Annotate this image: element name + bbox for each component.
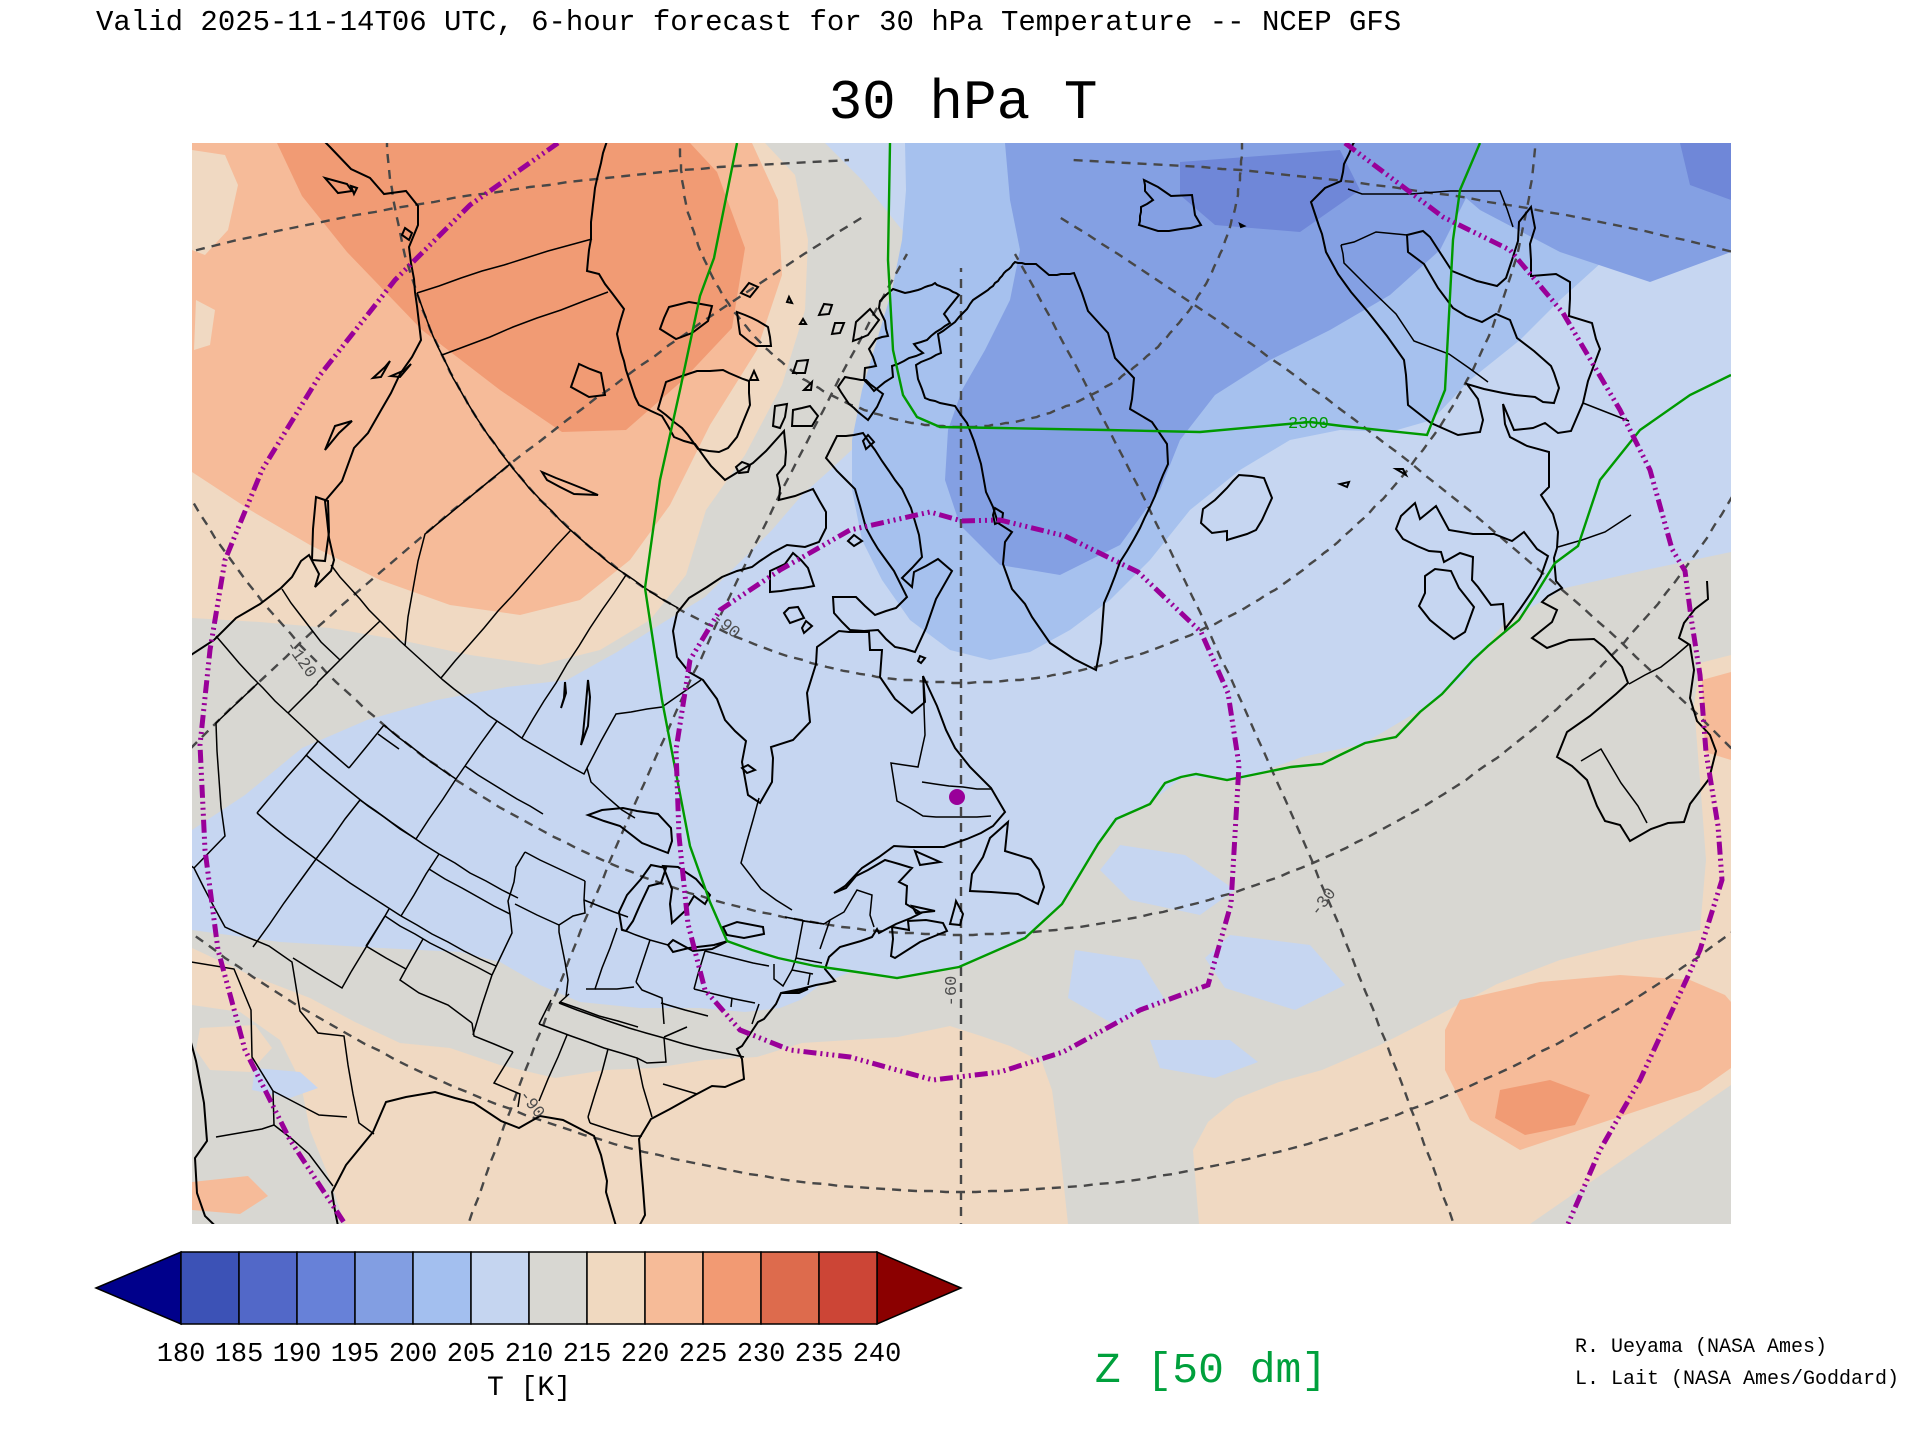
svg-text:210: 210 (505, 1340, 554, 1370)
svg-text:185: 185 (215, 1340, 264, 1370)
svg-text:30 hPa T: 30 hPa T (829, 71, 1098, 135)
svg-text:200: 200 (389, 1340, 438, 1370)
svg-text:240: 240 (853, 1340, 902, 1370)
svg-text:Z [50 dm]: Z [50 dm] (1095, 1346, 1327, 1395)
svg-text:225: 225 (679, 1340, 728, 1370)
svg-text:205: 205 (447, 1340, 496, 1370)
svg-text:215: 215 (563, 1340, 612, 1370)
svg-text:2300: 2300 (1288, 415, 1329, 434)
svg-text:-60: -60 (943, 976, 962, 1007)
svg-text:230: 230 (737, 1340, 786, 1370)
svg-text:235: 235 (795, 1340, 844, 1370)
svg-text:T [K]: T [K] (487, 1373, 571, 1404)
svg-text:Valid 2025-11-14T06 UTC, 6-hou: Valid 2025-11-14T06 UTC, 6-hour forecast… (96, 6, 1401, 39)
svg-text:180: 180 (157, 1340, 206, 1370)
svg-text:220: 220 (621, 1340, 670, 1370)
svg-text:190: 190 (273, 1340, 322, 1370)
svg-text:195: 195 (331, 1340, 380, 1370)
svg-text:L. Lait (NASA Ames/Goddard): L. Lait (NASA Ames/Goddard) (1575, 1368, 1899, 1391)
svg-text:R. Ueyama (NASA Ames): R. Ueyama (NASA Ames) (1575, 1336, 1827, 1359)
